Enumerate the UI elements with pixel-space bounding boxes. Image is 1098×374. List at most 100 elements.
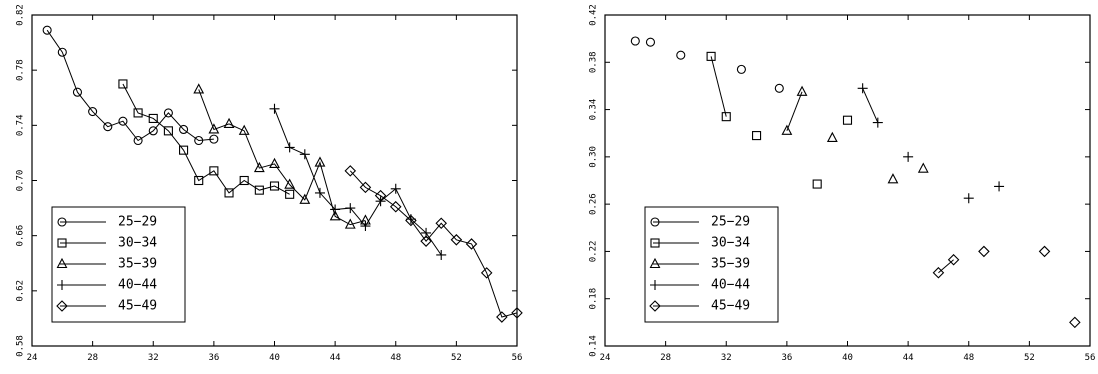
data-point — [269, 157, 280, 168]
data-point — [826, 131, 838, 142]
data-point — [360, 221, 371, 232]
x-tick-label: 36 — [208, 353, 219, 363]
series-circle — [42, 25, 219, 146]
data-point — [133, 108, 143, 118]
data-point — [330, 204, 341, 215]
data-point — [148, 126, 158, 136]
y-tick-label: 0.30 — [589, 146, 599, 168]
data-point — [238, 124, 250, 135]
x-tick-label: 44 — [903, 353, 914, 363]
x-tick-label: 32 — [721, 353, 732, 363]
y-tick-label: 0.78 — [16, 59, 26, 81]
legend-marker — [57, 280, 67, 290]
data-point — [1038, 245, 1051, 258]
y-tick-label: 0.14 — [589, 335, 599, 357]
series-line — [122, 83, 290, 195]
series-triangle — [781, 85, 929, 184]
data-point — [842, 115, 853, 125]
legend-label: 35−39 — [711, 257, 750, 272]
data-point — [645, 37, 656, 47]
data-point — [179, 124, 189, 135]
x-tick-label: 24 — [27, 353, 38, 363]
data-point — [390, 183, 401, 194]
data-point — [496, 311, 508, 323]
legend-marker — [56, 257, 68, 269]
connector-line — [786, 91, 803, 132]
data-point — [72, 87, 83, 97]
legend-marker — [649, 300, 661, 312]
data-point — [887, 173, 899, 184]
data-point — [239, 175, 249, 186]
x-tick-label: 40 — [269, 353, 280, 363]
data-point — [994, 181, 1005, 192]
y-tick-label: 0.34 — [589, 99, 599, 121]
data-point — [209, 134, 219, 144]
data-point — [932, 266, 945, 279]
data-point — [405, 214, 417, 227]
legend: 25−29 30−34 35−39 40−44 45−49 — [644, 206, 779, 323]
data-point — [359, 181, 372, 194]
data-point — [284, 142, 295, 153]
data-point — [903, 151, 914, 162]
x-tick-label: 40 — [842, 353, 853, 363]
legend-label: 30−34 — [711, 236, 750, 251]
y-tick-label: 0.70 — [16, 170, 26, 192]
x-tick-label: 48 — [390, 353, 401, 363]
legend-label: 30−34 — [118, 236, 157, 251]
x-tick-label: 28 — [660, 353, 671, 363]
y-tick-label: 0.18 — [589, 288, 599, 310]
data-point — [774, 83, 784, 93]
legend-marker — [650, 238, 660, 248]
data-point — [736, 64, 746, 74]
data-point — [630, 36, 640, 46]
y-tick-label: 0.82 — [16, 4, 26, 26]
connector-line — [862, 88, 879, 123]
data-point — [345, 203, 356, 214]
y-tick-label: 0.38 — [589, 51, 599, 73]
data-point — [389, 200, 402, 213]
data-point — [285, 189, 295, 199]
series-circle — [630, 36, 784, 93]
data-point — [254, 185, 264, 195]
legend-marker — [56, 300, 68, 312]
legend-label: 25−29 — [118, 215, 157, 230]
data-point — [676, 50, 686, 60]
x-tick-label: 56 — [512, 353, 523, 363]
series-line — [46, 29, 214, 142]
x-tick-label: 32 — [148, 353, 159, 363]
data-point — [209, 166, 219, 176]
data-point — [253, 161, 265, 173]
data-point — [269, 181, 280, 191]
data-point — [133, 135, 143, 146]
x-tick-label: 52 — [1024, 353, 1035, 363]
legend-marker — [57, 238, 67, 248]
data-point — [194, 175, 204, 186]
series-line — [349, 170, 518, 318]
data-point — [118, 79, 128, 89]
data-point — [223, 117, 235, 129]
legend-label: 45−49 — [711, 299, 750, 314]
right-chart: 24 28 32 36 40 44 48 52 56 0.14 0.18 0.22 0.26 0.30 0.… — [589, 4, 1096, 363]
data-point — [208, 123, 220, 134]
data-point — [872, 117, 883, 128]
data-point — [103, 122, 113, 132]
data-point — [947, 253, 960, 266]
data-point — [193, 83, 205, 94]
left-chart: 24 28 32 36 40 44 48 52 56 0.58 0.62 0.66 0.70 0.74 0.… — [16, 4, 523, 363]
data-point — [284, 178, 296, 189]
data-point — [917, 162, 929, 173]
x-tick-label: 44 — [330, 353, 341, 363]
series-triangle — [193, 83, 371, 229]
x-tick-label: 48 — [963, 353, 974, 363]
data-point — [721, 112, 731, 122]
series-square — [706, 51, 853, 189]
series-plus — [857, 83, 1005, 204]
y-tick-label: 0.22 — [589, 241, 599, 263]
y-tick-label: 0.74 — [16, 114, 26, 136]
data-point — [978, 245, 990, 258]
legend-marker — [650, 280, 660, 290]
series-diamond — [932, 245, 1081, 329]
y-tick-label: 0.42 — [589, 4, 599, 26]
data-point — [706, 51, 716, 61]
